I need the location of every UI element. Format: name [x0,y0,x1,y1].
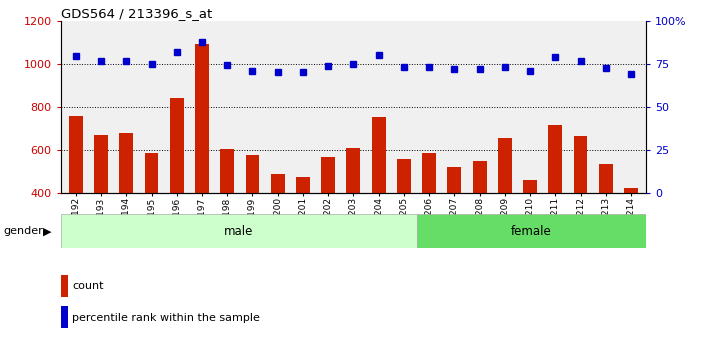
Bar [246,155,259,279]
Bar [271,174,285,279]
Bar [119,133,134,279]
Bar [473,161,486,279]
Text: female: female [511,225,552,238]
Bar [221,149,234,279]
Bar [548,125,562,279]
Bar [346,148,361,279]
Bar [296,177,310,279]
Bar [61,214,416,248]
Bar [397,159,411,279]
Bar [94,135,108,279]
Bar [448,167,461,279]
Bar [498,138,512,279]
Text: ▶: ▶ [43,226,51,236]
Text: gender: gender [4,226,44,236]
Bar [61,275,68,297]
Bar [422,153,436,279]
Text: percentile rank within the sample: percentile rank within the sample [72,313,261,323]
Bar [145,153,159,279]
Text: male: male [224,225,253,238]
Text: GDS564 / 213396_s_at: GDS564 / 213396_s_at [61,7,212,20]
Bar [69,116,83,279]
Bar [61,306,68,328]
Bar [416,214,646,248]
Bar [195,45,209,279]
Bar [599,164,613,279]
Bar [170,98,183,279]
Bar [523,180,537,279]
Bar [573,136,588,279]
Bar [321,157,335,279]
Bar [624,188,638,279]
Bar [372,117,386,279]
Text: count: count [72,282,104,292]
